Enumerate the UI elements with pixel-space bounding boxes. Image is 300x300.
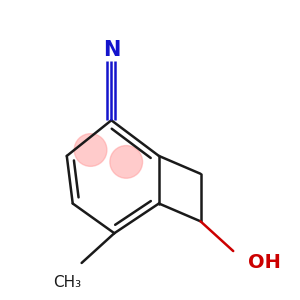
Text: N: N (103, 40, 120, 60)
Text: OH: OH (248, 254, 281, 272)
Circle shape (110, 146, 142, 178)
Circle shape (74, 134, 107, 166)
Text: CH₃: CH₃ (53, 275, 81, 290)
